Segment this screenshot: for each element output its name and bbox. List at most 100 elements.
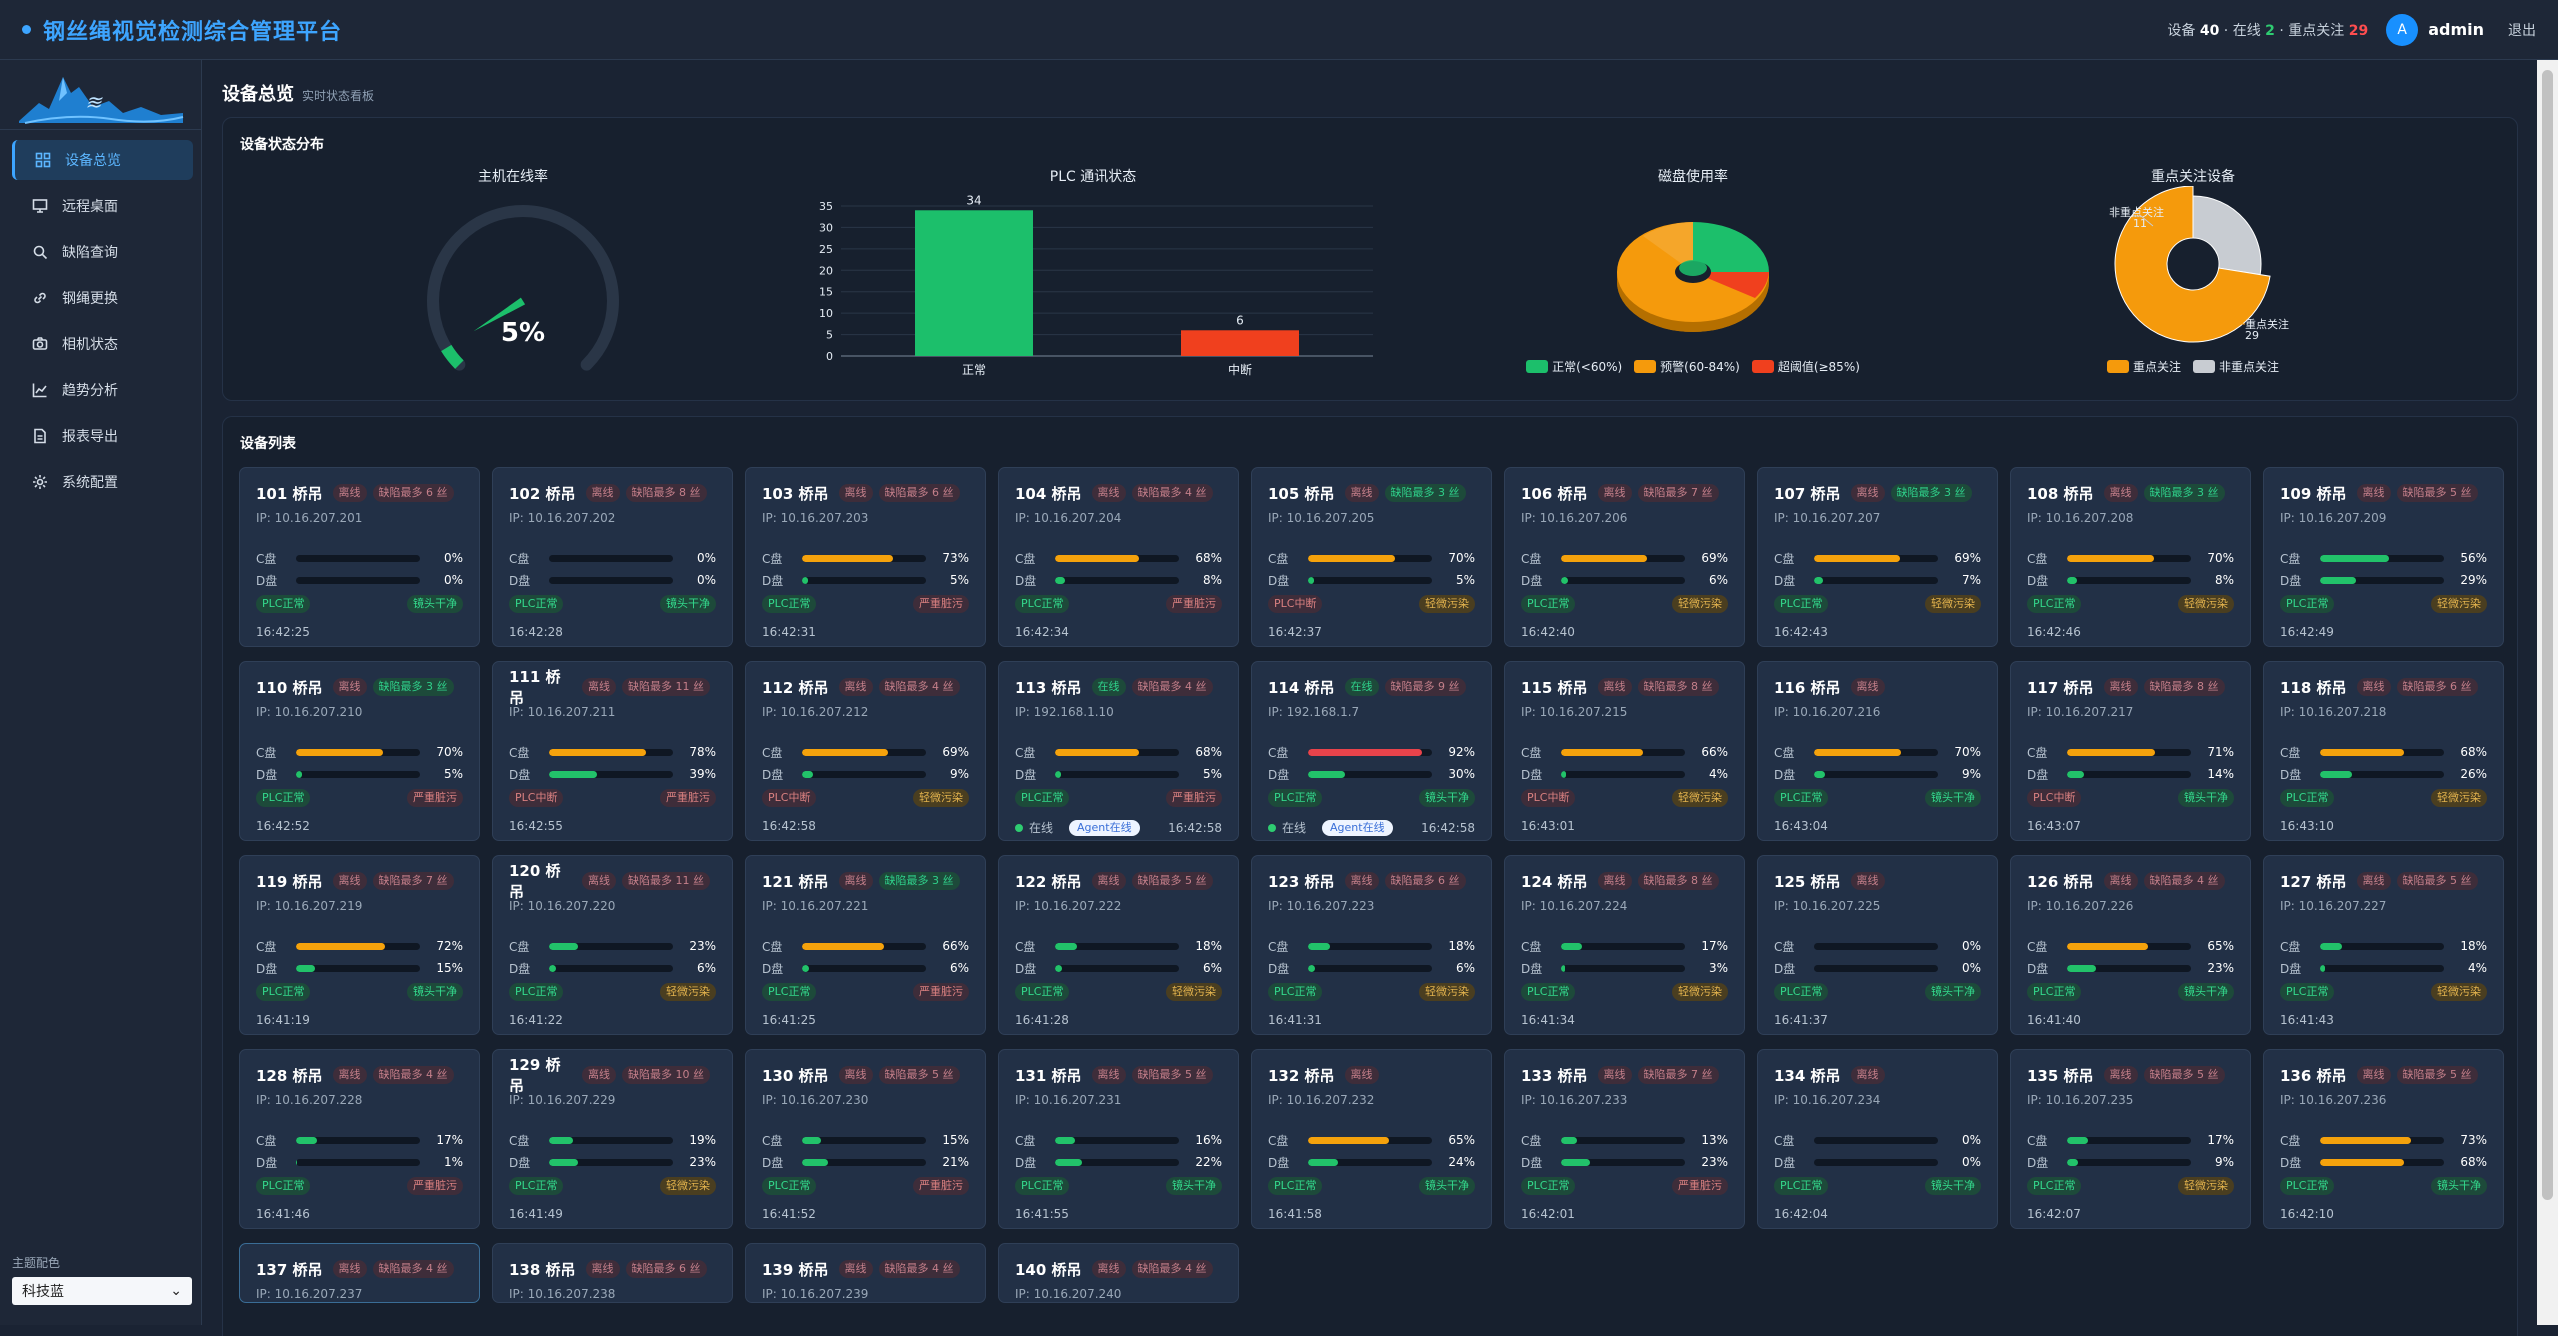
device-card[interactable]: 125 桥吊 离线 IP: 10.16.207.225 C盘 0% D盘 0% PLC正常 镜头…: [1757, 855, 1998, 1035]
device-card[interactable]: 139 桥吊 离线 缺陷最多 4 丝 IP: 10.16.207.239: [745, 1243, 986, 1303]
device-tags: PLC中断 轻微污染: [1521, 789, 1728, 807]
username[interactable]: admin: [2428, 20, 2484, 39]
device-card[interactable]: 108 桥吊 离线 缺陷最多 3 丝 IP: 10.16.207.208 C盘 70% D盘…: [2010, 467, 2251, 647]
defect-badge: 缺陷最多 7 丝: [372, 872, 454, 890]
disk-bar: [1814, 748, 1938, 756]
device-card[interactable]: 119 桥吊 离线 缺陷最多 7 丝 IP: 10.16.207.219 C盘 72% D盘…: [239, 855, 480, 1035]
status-badge: 离线: [582, 678, 616, 696]
device-card[interactable]: 140 桥吊 离线 缺陷最多 4 丝 IP: 10.16.207.240: [998, 1243, 1239, 1303]
device-card[interactable]: 116 桥吊 离线 IP: 10.16.207.216 C盘 70% D盘 9% PLC正常 镜…: [1757, 661, 1998, 841]
disk-row-d: D盘 5%: [256, 763, 463, 785]
device-card[interactable]: 117 桥吊 离线 缺陷最多 8 丝 IP: 10.16.207.217 C盘 71% D盘…: [2010, 661, 2251, 841]
device-card[interactable]: 106 桥吊 离线 缺陷最多 7 丝 IP: 10.16.207.206 C盘 69% D盘…: [1504, 467, 1745, 647]
device-tags: PLC中断 严重脏污: [509, 789, 716, 807]
device-card[interactable]: 122 桥吊 离线 缺陷最多 5 丝 IP: 10.16.207.222 C盘 18% D盘…: [998, 855, 1239, 1035]
status-badge: 离线: [2103, 872, 2138, 890]
status-badge: 离线: [585, 1260, 620, 1278]
device-card[interactable]: 120 桥吊 离线 缺陷最多 11 丝 IP: 10.16.207.220 C盘 23% D…: [492, 855, 733, 1035]
device-card[interactable]: 135 桥吊 离线 缺陷最多 5 丝 IP: 10.16.207.235 C盘 17% D盘…: [2010, 1049, 2251, 1229]
scrollbar[interactable]: [2537, 60, 2558, 1325]
status-badge: 离线: [1344, 872, 1379, 890]
disk-label: C盘: [256, 1133, 277, 1148]
device-card[interactable]: 136 桥吊 离线 缺陷最多 5 丝 IP: 10.16.207.236 C盘 73% D盘…: [2263, 1049, 2504, 1229]
device-card[interactable]: 114 桥吊 在线 缺陷最多 9 丝 IP: 192.168.1.7 C盘 92% D盘 30…: [1251, 661, 1492, 841]
device-card[interactable]: 109 桥吊 离线 缺陷最多 5 丝 IP: 10.16.207.209 C盘 56% D盘…: [2263, 467, 2504, 647]
plc-bar-svg: 0 5 10 15 20 25 30 35 34 正常 6 中断: [819, 193, 1373, 377]
device-card[interactable]: 107 桥吊 离线 缺陷最多 3 丝 IP: 10.16.207.207 C盘 69% D盘…: [1757, 467, 1998, 647]
disk-label: D盘: [762, 767, 784, 782]
disk-bar: [2067, 576, 2191, 584]
sidebar-item-defect-query[interactable]: 缺陷查询: [12, 232, 193, 272]
disk-row-d: D盘 15%: [256, 957, 463, 979]
device-card[interactable]: 127 桥吊 离线 缺陷最多 5 丝 IP: 10.16.207.227 C盘 18% D盘…: [2263, 855, 2504, 1035]
device-card[interactable]: 102 桥吊 离线 缺陷最多 8 丝 IP: 10.16.207.202 C盘 0% D盘 0…: [492, 467, 733, 647]
status-badge: 离线: [2103, 484, 2138, 502]
device-card[interactable]: 131 桥吊 离线 缺陷最多 5 丝 IP: 10.16.207.231 C盘 16% D盘…: [998, 1049, 1239, 1229]
device-card[interactable]: 112 桥吊 离线 缺陷最多 4 丝 IP: 10.16.207.212 C盘 69% D盘…: [745, 661, 986, 841]
sidebar-item-report-export[interactable]: 报表导出: [12, 416, 193, 456]
device-card[interactable]: 113 桥吊 在线 缺陷最多 4 丝 IP: 192.168.1.10 C盘 68% D盘 5…: [998, 661, 1239, 841]
disk-value: 13%: [1701, 1133, 1728, 1147]
disk-value: 1%: [443, 1155, 463, 1169]
disk-row-c: C盘 56%: [2280, 547, 2487, 569]
disk-bar-fill: [549, 1136, 573, 1144]
plc-badge: PLC正常: [256, 595, 311, 613]
sidebar-item-trend[interactable]: 趋势分析: [12, 370, 193, 410]
status-badge: 离线: [1091, 1066, 1126, 1084]
disk-usage: C盘 73% D盘 5%: [762, 547, 969, 591]
plc-badge: PLC正常: [2027, 983, 2082, 1001]
device-card[interactable]: 126 桥吊 离线 缺陷最多 4 丝 IP: 10.16.207.226 C盘 65% D盘…: [2010, 855, 2251, 1035]
device-card[interactable]: 101 桥吊 离线 缺陷最多 6 丝 IP: 10.16.207.201 C盘 0% D盘 0…: [239, 467, 480, 647]
device-tags: PLC正常 镜头干净: [1268, 789, 1475, 807]
disk-label: D盘: [509, 767, 531, 782]
page-header: 设备总览 实时状态看板: [222, 80, 374, 106]
disk-row-d: D盘 6%: [762, 957, 969, 979]
disk-row-d: D盘 4%: [1521, 763, 1728, 785]
disk-row-d: D盘 1%: [256, 1151, 463, 1173]
legend-item-normal: 正常(<60%): [1526, 358, 1622, 375]
device-card[interactable]: 103 桥吊 离线 缺陷最多 6 丝 IP: 10.16.207.203 C盘 73% D盘…: [745, 467, 986, 647]
device-card[interactable]: 110 桥吊 离线 缺陷最多 3 丝 IP: 10.16.207.210 C盘 70% D盘…: [239, 661, 480, 841]
disk-bar: [1814, 770, 1938, 778]
disk-value: 6%: [1708, 573, 1728, 587]
sidebar-item-overview[interactable]: 设备总览: [12, 140, 193, 180]
avatar[interactable]: A: [2386, 13, 2419, 46]
scrollbar-thumb[interactable]: [2542, 70, 2553, 1200]
device-card[interactable]: 115 桥吊 离线 缺陷最多 8 丝 IP: 10.16.207.215 C盘 66% D盘…: [1504, 661, 1745, 841]
status-badge: 离线: [582, 872, 616, 890]
disk-value: 56%: [2460, 551, 2487, 565]
device-card[interactable]: 132 桥吊 离线 IP: 10.16.207.232 C盘 65% D盘 24% PLC正常…: [1251, 1049, 1492, 1229]
disk-label: D盘: [2280, 573, 2302, 588]
disk-value: 69%: [1954, 551, 1981, 565]
disk-bar-fill: [1561, 1136, 1578, 1144]
device-card[interactable]: 133 桥吊 离线 缺陷最多 7 丝 IP: 10.16.207.233 C盘 13% D盘…: [1504, 1049, 1745, 1229]
status-panel-title: 设备状态分布: [240, 137, 324, 153]
device-card[interactable]: 123 桥吊 离线 缺陷最多 6 丝 IP: 10.16.207.223 C盘 18% D盘…: [1251, 855, 1492, 1035]
device-card[interactable]: 124 桥吊 离线 缺陷最多 8 丝 IP: 10.16.207.224 C盘 17% D盘…: [1504, 855, 1745, 1035]
lens-badge: 镜头干净: [2178, 983, 2234, 1001]
device-card[interactable]: 129 桥吊 离线 缺陷最多 10 丝 IP: 10.16.207.229 C盘 19% D…: [492, 1049, 733, 1229]
disk-bar-fill: [296, 1158, 298, 1166]
sidebar-item-rope-replace[interactable]: 钢绳更换: [12, 278, 193, 318]
device-ip: IP: 10.16.207.236: [2280, 1093, 2387, 1107]
sidebar-item-camera-status[interactable]: 相机状态: [12, 324, 193, 364]
lens-badge: 轻微污染: [913, 789, 969, 807]
device-card[interactable]: 128 桥吊 离线 缺陷最多 4 丝 IP: 10.16.207.228 C盘 17% D盘…: [239, 1049, 480, 1229]
device-card[interactable]: 137 桥吊 离线 缺陷最多 4 丝 IP: 10.16.207.237: [239, 1243, 480, 1303]
theme-select[interactable]: 科技蓝 ⌄: [12, 1277, 192, 1305]
device-card[interactable]: 105 桥吊 离线 缺陷最多 3 丝 IP: 10.16.207.205 C盘 70% D盘…: [1251, 467, 1492, 647]
device-card[interactable]: 121 桥吊 离线 缺陷最多 3 丝 IP: 10.16.207.221 C盘 66% D盘…: [745, 855, 986, 1035]
device-card[interactable]: 134 桥吊 离线 IP: 10.16.207.234 C盘 0% D盘 0% PLC正常 镜头…: [1757, 1049, 1998, 1229]
device-card[interactable]: 138 桥吊 离线 缺陷最多 6 丝 IP: 10.16.207.238: [492, 1243, 733, 1303]
device-card[interactable]: 104 桥吊 离线 缺陷最多 4 丝 IP: 10.16.207.204 C盘 68% D盘…: [998, 467, 1239, 647]
focus-legend: 重点关注 非重点关注: [2053, 358, 2333, 375]
device-card[interactable]: 111 桥吊 离线 缺陷最多 11 丝 IP: 10.16.207.211 C盘 78% D…: [492, 661, 733, 841]
disk-bar: [1055, 1136, 1179, 1144]
sidebar-item-remote-desktop[interactable]: 远程桌面: [12, 186, 193, 226]
device-card[interactable]: 118 桥吊 离线 缺陷最多 6 丝 IP: 10.16.207.218 C盘 68% D盘…: [2263, 661, 2504, 841]
logout-button[interactable]: 退出: [2508, 22, 2536, 39]
sidebar-item-system-config[interactable]: 系统配置: [12, 462, 193, 502]
disk-label: C盘: [1521, 939, 1542, 954]
disk-bar: [2067, 554, 2191, 562]
device-card[interactable]: 130 桥吊 离线 缺陷最多 5 丝 IP: 10.16.207.230 C盘 15% D盘…: [745, 1049, 986, 1229]
